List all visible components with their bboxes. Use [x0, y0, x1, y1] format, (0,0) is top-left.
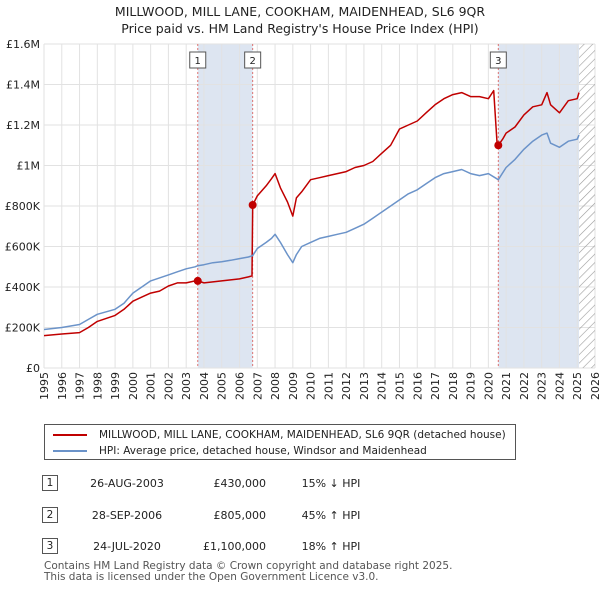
sale-point [494, 141, 503, 150]
x-tick-label: 1998 [91, 372, 104, 400]
sale-number-badge: 3 [42, 538, 58, 554]
sale-price: £1,100,000 [203, 540, 266, 553]
footer-licence: This data is licensed under the Open Gov… [44, 571, 379, 583]
sale-price: £805,000 [213, 509, 267, 522]
sale-marker: 2 [244, 51, 262, 69]
series-lines [44, 89, 580, 337]
x-tick-label: 2006 [234, 372, 247, 400]
x-tick-label: 2008 [269, 372, 282, 400]
chart-title: MILLWOOD, MILL LANE, COOKHAM, MAIDENHEAD… [114, 4, 486, 19]
x-tick-label: 2002 [162, 372, 175, 400]
x-tick-label: 2001 [145, 372, 158, 400]
x-tick-label: 1997 [74, 372, 87, 400]
sale-marker-label: 1 [195, 56, 201, 67]
sale-hpi-comparison: 18% ↑ HPI [301, 540, 361, 553]
x-tick-label: 2020 [482, 372, 495, 400]
chart-subtitle: Price paid vs. HM Land Registry's House … [121, 21, 479, 36]
x-tick-label: 2010 [305, 372, 318, 400]
x-tick-label: 2021 [500, 372, 513, 400]
y-tick-label: £1.4M [6, 79, 40, 92]
sale-number-badge: 1 [42, 475, 58, 491]
x-tick-label: 2015 [393, 372, 406, 400]
y-tick-label: £1.2M [6, 119, 40, 132]
sale-point [193, 276, 202, 285]
sale-row: 2 28-SEP-2006 £805,000 45% ↑ HPI [0, 507, 600, 527]
x-tick-label: 2016 [411, 372, 424, 400]
x-tick-label: 2022 [518, 372, 531, 400]
y-tick-label: £600K [5, 241, 41, 254]
x-tick-label: 2017 [429, 372, 442, 400]
legend-label-property: MILLWOOD, MILL LANE, COOKHAM, MAIDENHEAD… [99, 429, 506, 441]
gridlines [43, 43, 596, 369]
x-tick-label: 2011 [322, 372, 335, 400]
x-tick-label: 2019 [465, 372, 478, 400]
y-tick-label: £800K [5, 200, 41, 213]
x-tick-label: 1996 [56, 372, 69, 400]
x-tick-label: 2024 [553, 372, 566, 400]
x-tick-label: 2009 [287, 372, 300, 400]
sale-price: £430,000 [213, 477, 267, 490]
x-tick-label: 2023 [536, 372, 549, 400]
legend-swatch-property [53, 434, 87, 436]
sale-marker-label: 3 [495, 56, 501, 67]
footer: Contains HM Land Registry data © Crown c… [44, 561, 452, 583]
sale-hpi-comparison: 45% ↑ HPI [301, 509, 361, 522]
x-tick-label: 1995 [38, 372, 51, 400]
sale-number-badge: 2 [42, 507, 58, 523]
legend-swatch-hpi [53, 450, 87, 452]
x-tick-label: 2013 [358, 372, 371, 400]
legend-item-property: MILLWOOD, MILL LANE, COOKHAM, MAIDENHEAD… [53, 428, 506, 442]
series-line-property [44, 89, 580, 337]
sale-date: 28-SEP-2006 [91, 509, 163, 522]
legend: MILLWOOD, MILL LANE, COOKHAM, MAIDENHEAD… [44, 424, 516, 460]
x-axis-ticks: 1995 1996 1997 1998 1999 2000 2001 2002 2003 2004… [38, 372, 600, 400]
sale-marker-box [489, 51, 507, 69]
legend-label-hpi: HPI: Average price, detached house, Wind… [99, 445, 427, 457]
sale-hpi-comparison: 15% ↓ HPI [301, 477, 361, 490]
sale-points [193, 141, 503, 285]
y-tick-label: £1M [17, 160, 41, 173]
y-tick-label: £1.6M [6, 38, 40, 51]
sale-row: 3 24-JUL-2020 £1,100,000 18% ↑ HPI [0, 538, 600, 558]
x-tick-label: 2007 [251, 372, 264, 400]
x-tick-label: 2005 [216, 372, 229, 400]
x-tick-label: 2012 [340, 372, 353, 400]
y-tick-label: £400K [5, 281, 41, 294]
x-tick-label: 2026 [589, 372, 600, 400]
x-tick-label: 2003 [180, 372, 193, 400]
x-tick-label: 1999 [109, 372, 122, 400]
sale-marker-box [244, 51, 262, 69]
footer-copyright: Contains HM Land Registry data © Crown c… [44, 560, 453, 572]
forecast-hatch-area [579, 44, 595, 368]
series-line-hpi [44, 132, 580, 331]
sale-point [248, 200, 257, 209]
sale-marker-box [189, 51, 207, 69]
sale-date: 24-JUL-2020 [93, 540, 161, 553]
legend-item-hpi: HPI: Average price, detached house, Wind… [53, 444, 427, 458]
x-tick-label: 2025 [571, 372, 584, 400]
sale-marker: 1 [189, 51, 207, 69]
forecast-hatch [579, 44, 595, 368]
y-tick-label: £200K [5, 322, 41, 335]
sale-markers: 1 2 3 [189, 51, 507, 69]
y-tick-label: £0 [26, 362, 40, 375]
sale-row: 1 26-AUG-2003 £430,000 15% ↓ HPI [0, 475, 600, 495]
x-tick-label: 2018 [447, 372, 460, 400]
sale-date: 26-AUG-2003 [90, 477, 164, 490]
sale-marker: 3 [489, 51, 507, 69]
x-tick-label: 2004 [198, 372, 211, 400]
sale-marker-label: 2 [249, 56, 255, 67]
x-tick-label: 2000 [127, 372, 140, 400]
y-axis-ticks: £0 £200K £400K £600K £800K £1M £1.2M £1.4M £1.6M [5, 38, 41, 375]
x-tick-label: 2014 [376, 372, 389, 400]
